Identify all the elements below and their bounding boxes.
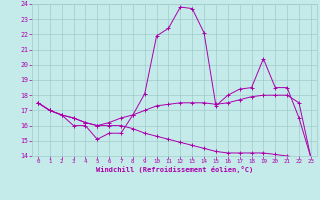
X-axis label: Windchill (Refroidissement éolien,°C): Windchill (Refroidissement éolien,°C) (96, 166, 253, 173)
